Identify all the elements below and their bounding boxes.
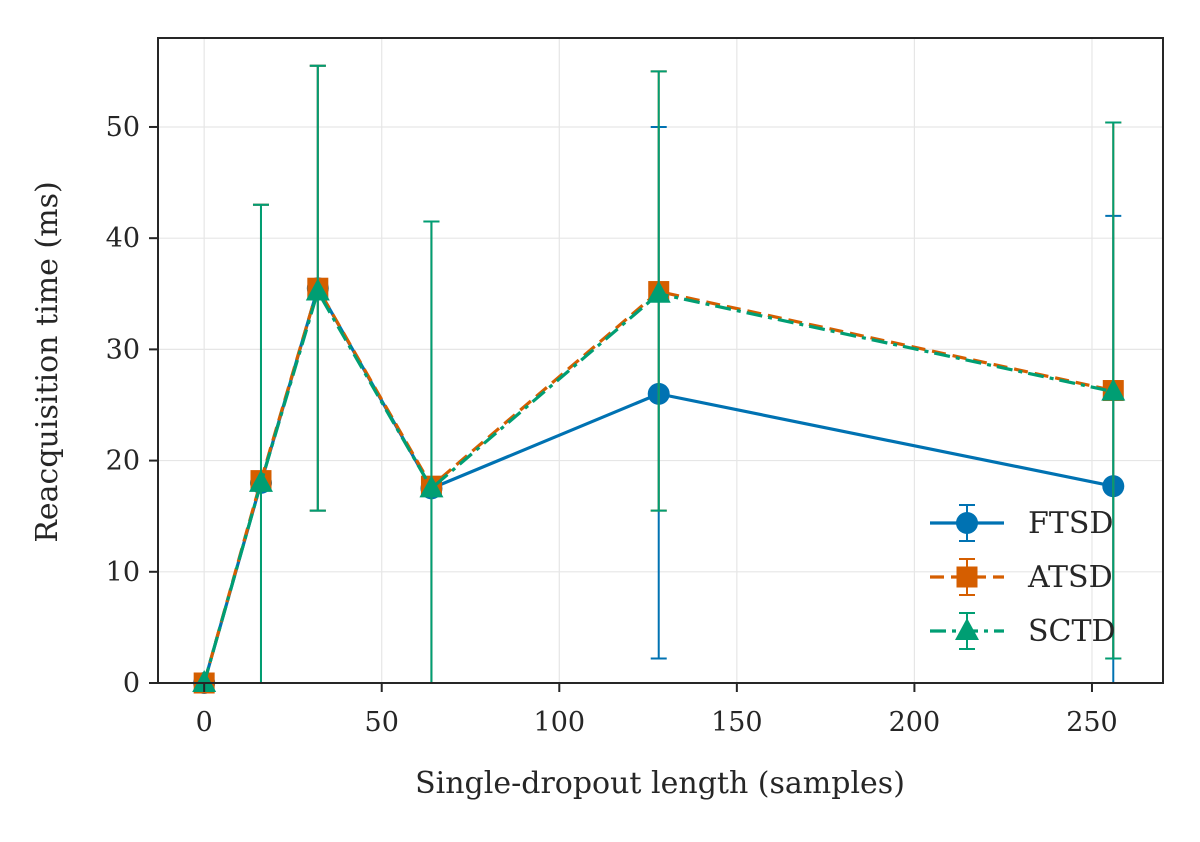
y-axis-label: Reacquisition time (ms): [30, 181, 65, 542]
x-tick-label: 250: [1066, 707, 1118, 738]
y-tick-label: 40: [106, 223, 140, 254]
plot-frame: [157, 37, 1164, 684]
legend-marker: [956, 512, 978, 534]
x-tick-label: 0: [196, 707, 213, 738]
data-point-sctd: [1101, 378, 1126, 401]
legend-label: FTSD: [1028, 506, 1113, 541]
y-tick-label: 20: [106, 446, 140, 477]
legend-item-atsd: ATSD: [930, 558, 1113, 596]
series-sctd: [192, 64, 1126, 692]
x-tick-label: 100: [534, 707, 586, 738]
legend-label: SCTD: [1028, 614, 1116, 649]
y-tick-label: 0: [123, 668, 140, 699]
x-tick-label: 150: [711, 707, 763, 738]
data-point-sctd: [305, 278, 330, 301]
legend-item-sctd: SCTD: [930, 612, 1116, 650]
y-tick-label: 50: [106, 112, 140, 143]
legend: FTSD ATSD SCTD: [930, 504, 1116, 650]
ticks: 0 50 100 150 200 250 0 10 20 30 40 50: [106, 112, 1118, 738]
legend-label: ATSD: [1027, 560, 1113, 595]
x-axis-label: Single-dropout length (samples): [415, 766, 905, 801]
legend-marker: [955, 618, 979, 640]
data-point-sctd: [248, 469, 273, 492]
legend-marker: [956, 566, 978, 588]
x-tick-label: 200: [889, 707, 941, 738]
data-point-sctd: [646, 280, 671, 303]
y-tick-label: 30: [106, 334, 140, 365]
series-line-sctd: [202, 287, 1114, 684]
data-point-sctd: [419, 475, 444, 498]
x-tick-label: 50: [365, 707, 399, 738]
legend-item-ftsd: FTSD: [930, 504, 1113, 542]
data-point-sctd: [192, 670, 217, 692]
y-tick-label: 10: [106, 557, 140, 588]
